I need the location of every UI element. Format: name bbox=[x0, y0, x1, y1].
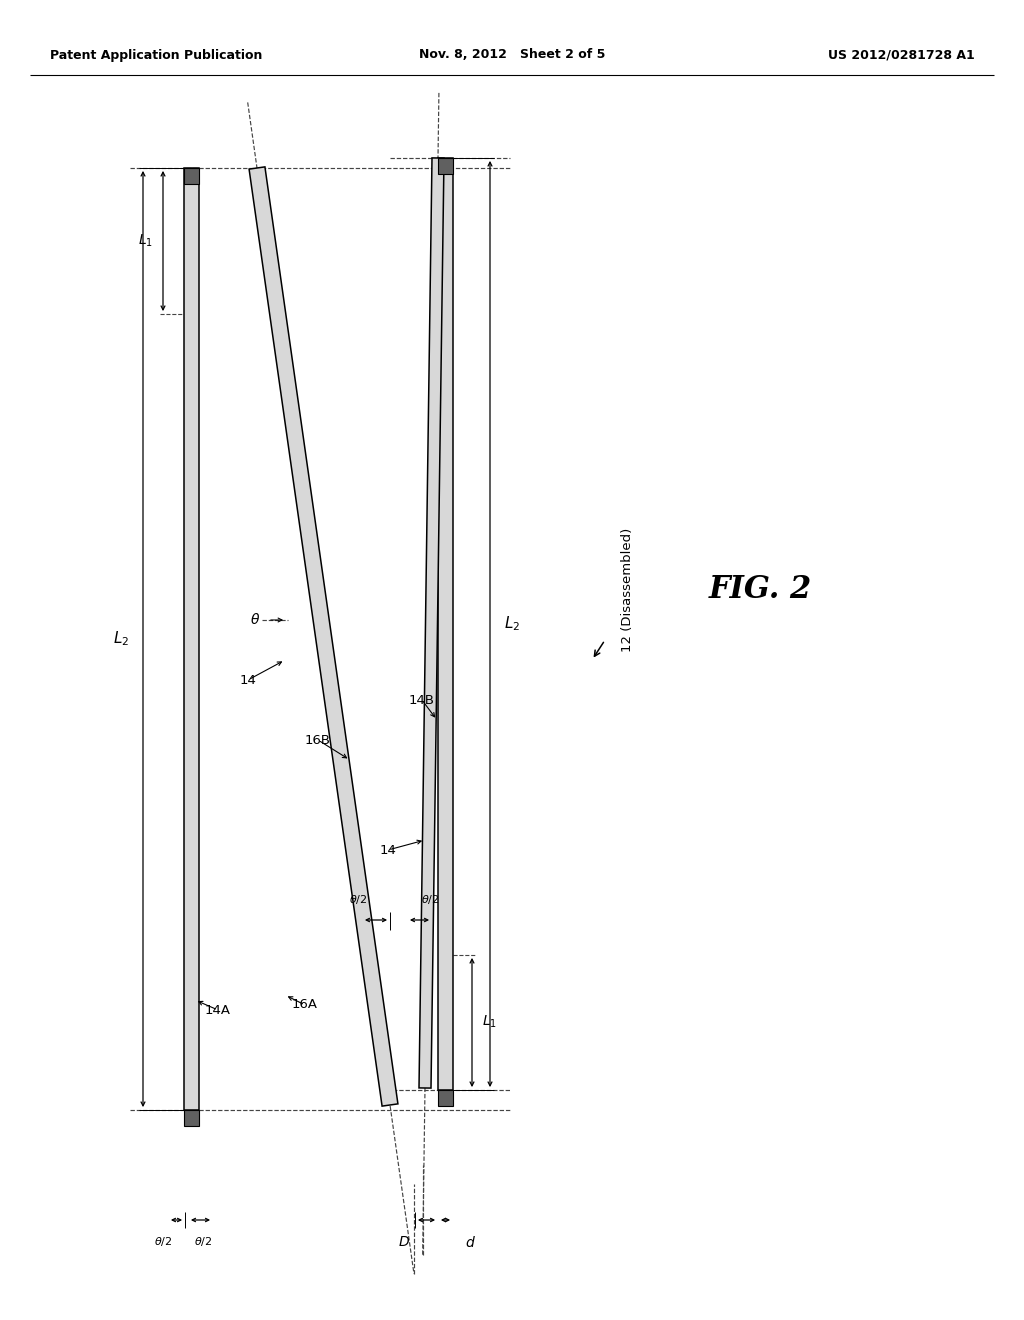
Text: 14B: 14B bbox=[409, 693, 435, 706]
Text: US 2012/0281728 A1: US 2012/0281728 A1 bbox=[828, 49, 975, 62]
Text: $\theta/2$: $\theta/2$ bbox=[421, 894, 439, 906]
Bar bbox=[184, 1110, 199, 1126]
Polygon shape bbox=[419, 158, 444, 1088]
Text: 12 (Disassembled): 12 (Disassembled) bbox=[622, 528, 635, 652]
Text: $L_1$: $L_1$ bbox=[482, 1014, 497, 1030]
Text: Nov. 8, 2012   Sheet 2 of 5: Nov. 8, 2012 Sheet 2 of 5 bbox=[419, 49, 605, 62]
Text: $L_2$: $L_2$ bbox=[113, 630, 129, 648]
Text: Patent Application Publication: Patent Application Publication bbox=[50, 49, 262, 62]
Polygon shape bbox=[249, 166, 398, 1106]
Bar bbox=[184, 168, 199, 1110]
Text: $L_2$: $L_2$ bbox=[504, 615, 520, 634]
Text: FIG. 2: FIG. 2 bbox=[709, 574, 812, 606]
Text: $L_1$: $L_1$ bbox=[138, 232, 153, 249]
Text: $\theta/2$: $\theta/2$ bbox=[194, 1236, 212, 1247]
Text: 16A: 16A bbox=[292, 998, 318, 1011]
Text: $d$: $d$ bbox=[465, 1236, 476, 1250]
Text: $D$: $D$ bbox=[398, 1236, 410, 1249]
Text: $\theta/2$: $\theta/2$ bbox=[154, 1236, 172, 1247]
Bar bbox=[438, 158, 453, 1090]
Text: 14: 14 bbox=[240, 673, 256, 686]
Text: 14A: 14A bbox=[205, 1003, 231, 1016]
Bar bbox=[184, 168, 199, 183]
Text: $\theta/2$: $\theta/2$ bbox=[349, 894, 367, 906]
Text: 16B: 16B bbox=[305, 734, 331, 747]
Text: $\theta$: $\theta$ bbox=[250, 612, 260, 627]
Text: 14: 14 bbox=[380, 843, 396, 857]
Bar bbox=[438, 158, 453, 174]
Bar bbox=[438, 1090, 453, 1106]
